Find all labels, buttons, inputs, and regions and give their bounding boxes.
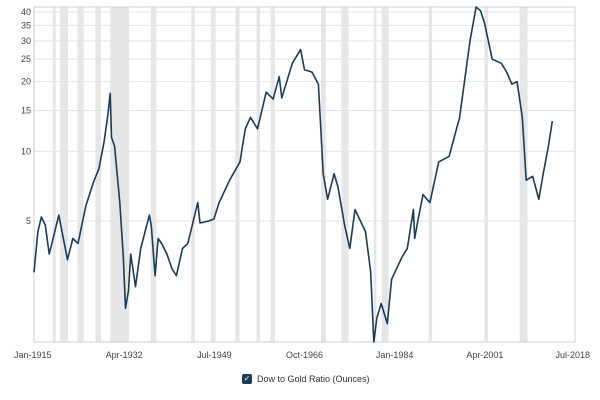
recession-band-10 [270,7,275,342]
recession-band-7 [210,7,216,342]
y-tick-label-25: 25 [21,54,31,64]
recession-band-2 [77,7,84,342]
y-tick-label-5: 5 [26,216,31,226]
recession-band-12 [341,7,349,342]
x-tick-label-Apr-1932: Apr-1932 [106,350,143,360]
x-tick-label-Oct-1966: Oct-1966 [286,350,323,360]
x-tick-label-Apr-2001: Apr-2001 [466,350,503,360]
series-line-dow-gold-ratio [33,6,554,343]
y-axis-ticks: 5 10 15 20 25 30 35 40 [21,7,31,226]
recession-band-4 [110,7,129,342]
recession-band-17 [519,7,528,342]
recession-band-6 [191,7,195,342]
legend-item-dow-gold-ratio[interactable]: Dow to Gold Ratio (Ounces) [242,374,370,384]
recession-band-1 [60,7,68,342]
y-tick-label-35: 35 [21,20,31,30]
recession-band-8 [235,7,240,342]
recession-band-5 [150,7,157,342]
recession-band-13 [373,7,377,342]
horizontal-gridlines [34,11,575,222]
recession-band-9 [256,7,261,342]
recession-band-15 [428,7,433,342]
recession-band-0 [52,7,56,342]
y-tick-label-40: 40 [21,7,31,17]
recession-band-14 [381,7,389,342]
recession-band-3 [95,7,102,342]
recession-shading [52,7,528,342]
legend-label: Dow to Gold Ratio (Ounces) [257,374,370,384]
x-tick-label-Jan-1915: Jan-1915 [14,350,52,360]
dow-gold-ratio-chart: 5 10 15 20 25 30 35 40 Jan-1915 Apr-1932 Jul-1949… [14,6,590,360]
plot-area-border [33,6,576,343]
legend-checkbox-icon[interactable] [242,374,252,384]
recession-band-16 [484,7,488,342]
x-tick-label-Jul-1949: Jul-1949 [197,350,232,360]
y-tick-label-30: 30 [21,36,31,46]
x-tick-label-Jul-2018: Jul-2018 [555,350,590,360]
y-tick-label-20: 20 [21,77,31,87]
x-axis-ticks: Jan-1915 Apr-1932 Jul-1949 Oct-1966 Jan-1984… [14,350,590,360]
x-tick-label-Jan-1984: Jan-1984 [376,350,414,360]
y-tick-label-15: 15 [21,106,31,116]
y-tick-label-10: 10 [21,146,31,156]
